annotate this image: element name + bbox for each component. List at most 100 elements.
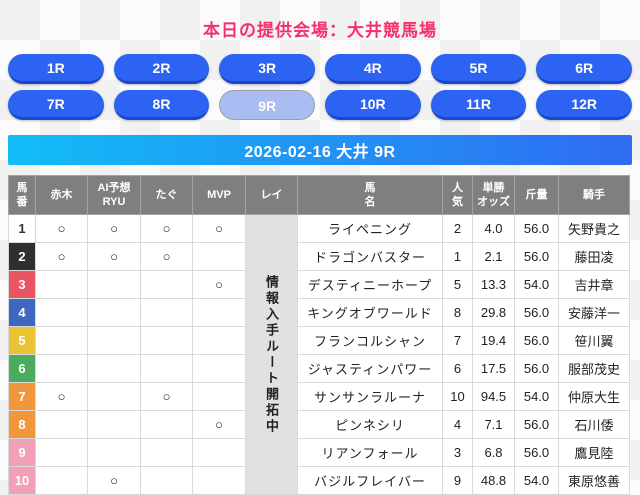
mark-cell-tagu bbox=[140, 466, 193, 495]
jockey-cell: 笹川翼 bbox=[558, 326, 630, 355]
mark-cell-tagu bbox=[140, 270, 193, 299]
mark-cell-akagi: ○ bbox=[35, 382, 88, 411]
frame-number-cell: 6 bbox=[8, 354, 36, 383]
table-row: 9 リアンフォール 3 6.8 56.0 鷹見陸 bbox=[8, 438, 630, 467]
race-button-grid: 1R 2R 3R 4R 5R 6R 7R 8R 9R 10R 11R 12R bbox=[8, 54, 632, 120]
table-header-row: 馬 番 赤木 AI予想 RYU たぐ MVP レイ 馬 名 人 気 単勝 オッズ… bbox=[8, 175, 630, 215]
odds-cell: 17.5 bbox=[472, 354, 515, 383]
mark-cell-mvp bbox=[192, 438, 246, 467]
mark-cell-ai bbox=[87, 438, 141, 467]
col-header-mvp: MVP bbox=[192, 175, 246, 215]
race-button-12r[interactable]: 12R bbox=[536, 90, 632, 120]
horse-name-cell: キングオブワールド bbox=[297, 298, 443, 327]
table-row: 7 ○ ○ サンサンラルーナ 10 94.5 54.0 仲原大生 bbox=[8, 382, 630, 411]
frame-number-cell: 7 bbox=[8, 382, 36, 411]
mark-cell-ai: ○ bbox=[87, 242, 141, 271]
popularity-cell: 8 bbox=[442, 298, 473, 327]
horse-name-cell: サンサンラルーナ bbox=[297, 382, 443, 411]
predictions-table: 馬 番 赤木 AI予想 RYU たぐ MVP レイ 馬 名 人 気 単勝 オッズ… bbox=[8, 175, 630, 495]
jockey-cell: 鷹見陸 bbox=[558, 438, 630, 467]
odds-cell: 29.8 bbox=[472, 298, 515, 327]
mark-cell-akagi bbox=[35, 354, 88, 383]
jockey-cell: 服部茂史 bbox=[558, 354, 630, 383]
weight-cell: 54.0 bbox=[514, 270, 559, 299]
horse-name-cell: バジルフレイバー bbox=[297, 466, 443, 495]
horse-name-cell: フランコルシャン bbox=[297, 326, 443, 355]
frame-number-cell: 8 bbox=[8, 410, 36, 439]
popularity-cell: 7 bbox=[442, 326, 473, 355]
weight-cell: 56.0 bbox=[514, 438, 559, 467]
popularity-cell: 1 bbox=[442, 242, 473, 271]
mark-cell-ai bbox=[87, 382, 141, 411]
mark-cell-ai bbox=[87, 270, 141, 299]
popularity-cell: 2 bbox=[442, 214, 473, 243]
frame-number-cell: 10 bbox=[8, 466, 36, 495]
odds-cell: 4.0 bbox=[472, 214, 515, 243]
mark-cell-akagi bbox=[35, 326, 88, 355]
mark-cell-akagi bbox=[35, 270, 88, 299]
mark-cell-tagu: ○ bbox=[140, 382, 193, 411]
mark-cell-mvp: ○ bbox=[192, 410, 246, 439]
col-header-rei: レイ bbox=[245, 175, 298, 215]
mark-cell-akagi: ○ bbox=[35, 214, 88, 243]
jockey-cell: 石川倭 bbox=[558, 410, 630, 439]
jockey-cell: 矢野貴之 bbox=[558, 214, 630, 243]
col-header-tagu: たぐ bbox=[140, 175, 193, 215]
table-row: 4 キングオブワールド 8 29.8 56.0 安藤洋一 bbox=[8, 298, 630, 327]
col-header-win-odds: 単勝 オッズ bbox=[472, 175, 515, 215]
mark-cell-ai bbox=[87, 410, 141, 439]
horse-name-cell: ドラゴンバスター bbox=[297, 242, 443, 271]
race-button-1r[interactable]: 1R bbox=[8, 54, 104, 84]
jockey-cell: 藤田凌 bbox=[558, 242, 630, 271]
odds-cell: 19.4 bbox=[472, 326, 515, 355]
frame-number-cell: 3 bbox=[8, 270, 36, 299]
popularity-cell: 10 bbox=[442, 382, 473, 411]
weight-cell: 56.0 bbox=[514, 298, 559, 327]
mark-cell-mvp: ○ bbox=[192, 270, 246, 299]
mark-cell-mvp bbox=[192, 298, 246, 327]
mark-cell-ai bbox=[87, 354, 141, 383]
mark-cell-ai: ○ bbox=[87, 466, 141, 495]
jockey-cell: 仲原大生 bbox=[558, 382, 630, 411]
table-row: 8 ○ ピンネシリ 4 7.1 56.0 石川倭 bbox=[8, 410, 630, 439]
mark-cell-tagu bbox=[140, 438, 193, 467]
mark-cell-tagu bbox=[140, 354, 193, 383]
race-button-2r[interactable]: 2R bbox=[113, 54, 210, 84]
race-button-6r[interactable]: 6R bbox=[536, 54, 632, 84]
race-button-11r[interactable]: 11R bbox=[430, 90, 527, 120]
popularity-cell: 3 bbox=[442, 438, 473, 467]
table-row: 10 ○ バジルフレイバー 9 48.8 54.0 東原悠善 bbox=[8, 466, 630, 495]
weight-cell: 54.0 bbox=[514, 466, 559, 495]
popularity-cell: 6 bbox=[442, 354, 473, 383]
col-header-horse-number: 馬 番 bbox=[8, 175, 36, 215]
mark-cell-akagi bbox=[35, 410, 88, 439]
mark-cell-tagu: ○ bbox=[140, 214, 193, 243]
weight-cell: 56.0 bbox=[514, 354, 559, 383]
weight-cell: 56.0 bbox=[514, 326, 559, 355]
table-row: 2 ○ ○ ○ ドラゴンバスター 1 2.1 56.0 藤田凌 bbox=[8, 242, 630, 271]
race-button-9r[interactable]: 9R bbox=[219, 90, 315, 120]
race-button-8r[interactable]: 8R bbox=[113, 90, 210, 120]
mark-cell-tagu: ○ bbox=[140, 242, 193, 271]
mark-cell-mvp bbox=[192, 242, 246, 271]
col-header-jockey: 騎手 bbox=[558, 175, 630, 215]
frame-number-cell: 4 bbox=[8, 298, 36, 327]
race-button-3r[interactable]: 3R bbox=[219, 54, 315, 84]
race-button-5r[interactable]: 5R bbox=[430, 54, 527, 84]
race-button-7r[interactable]: 7R bbox=[8, 90, 104, 120]
frame-number-cell: 5 bbox=[8, 326, 36, 355]
race-button-10r[interactable]: 10R bbox=[324, 90, 421, 120]
odds-cell: 2.1 bbox=[472, 242, 515, 271]
race-button-4r[interactable]: 4R bbox=[324, 54, 421, 84]
col-header-ai-yoso-ryu: AI予想 RYU bbox=[87, 175, 141, 215]
mark-cell-akagi: ○ bbox=[35, 242, 88, 271]
odds-cell: 48.8 bbox=[472, 466, 515, 495]
weight-cell: 56.0 bbox=[514, 214, 559, 243]
mark-cell-ai: ○ bbox=[87, 214, 141, 243]
table-row: 3 ○ デスティニーホープ 5 13.3 54.0 吉井章 bbox=[8, 270, 630, 299]
horse-name-cell: リアンフォール bbox=[297, 438, 443, 467]
mark-cell-tagu bbox=[140, 410, 193, 439]
mark-cell-mvp bbox=[192, 326, 246, 355]
mark-cell-mvp: ○ bbox=[192, 214, 246, 243]
mark-cell-mvp bbox=[192, 466, 246, 495]
